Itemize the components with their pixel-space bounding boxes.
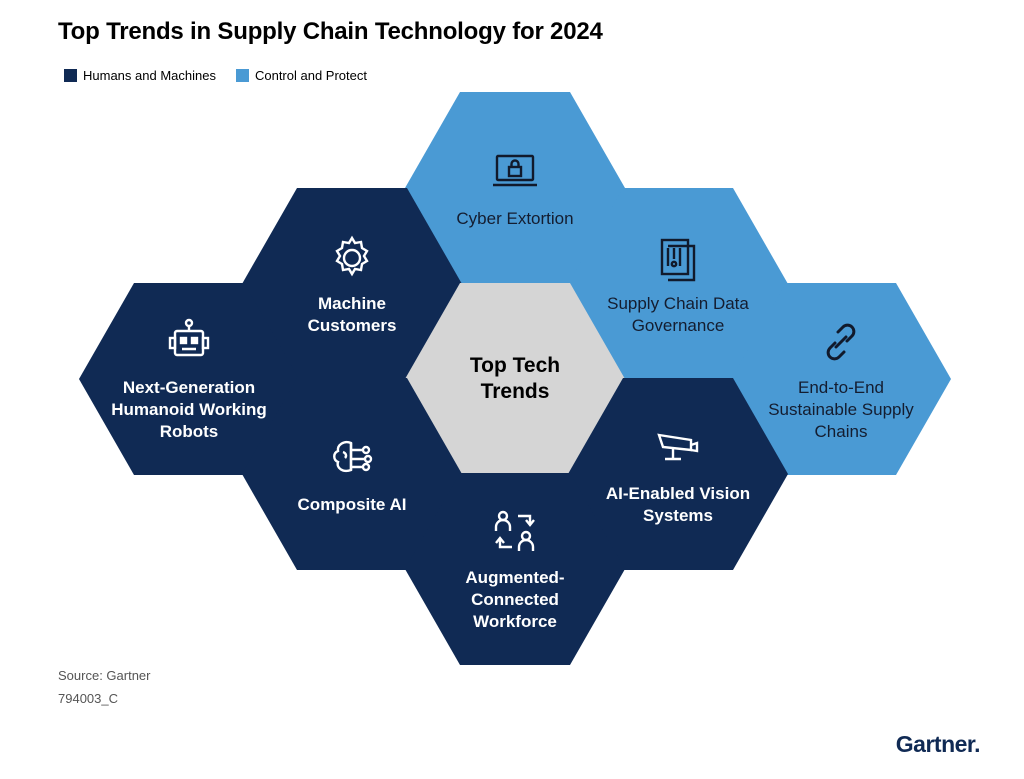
legend-label: Control and Protect <box>254 68 367 83</box>
people-exchange-icon <box>494 510 535 551</box>
source-note: Source: Gartner <box>58 668 151 683</box>
camera-icon <box>657 433 699 461</box>
figure-code: 794003_C <box>58 691 118 706</box>
hex-label: AI-Enabled Vision Systems <box>605 484 751 525</box>
document-stack-icon <box>660 238 696 282</box>
legend-label: Humans and Machines <box>83 68 216 83</box>
page-title: Top Trends in Supply Chain Technology fo… <box>58 18 603 45</box>
gear-icon <box>335 235 369 277</box>
gartner-logo: Gartner. <box>895 731 981 757</box>
legend-swatch-dark <box>64 69 77 82</box>
hex-label: Composite AI <box>297 495 407 514</box>
center-label: Top Tech Trends <box>469 354 561 403</box>
legend-item-control-protect: Control and Protect <box>235 68 367 83</box>
robot-icon <box>168 318 210 357</box>
hex-label: Next-Generation Humanoid Working Robots <box>111 378 267 441</box>
legend-item-humans-machines: Humans and Machines <box>64 68 216 83</box>
legend: Humans and Machines Control and Protect <box>64 68 367 83</box>
chain-link-icon <box>826 323 856 361</box>
hex-label: End-to-End Sustainable Supply Chains <box>768 378 914 441</box>
laptop-lock-icon <box>493 154 537 187</box>
legend-swatch-light <box>235 69 249 82</box>
brain-network-icon <box>333 440 373 473</box>
hex-label: Augmented-Connected Workforce <box>465 568 565 631</box>
hex-label: Machine Customers <box>307 294 397 335</box>
hex-label: Supply Chain Data Governance <box>607 294 749 335</box>
hex-label: Cyber Extortion <box>456 209 574 228</box>
